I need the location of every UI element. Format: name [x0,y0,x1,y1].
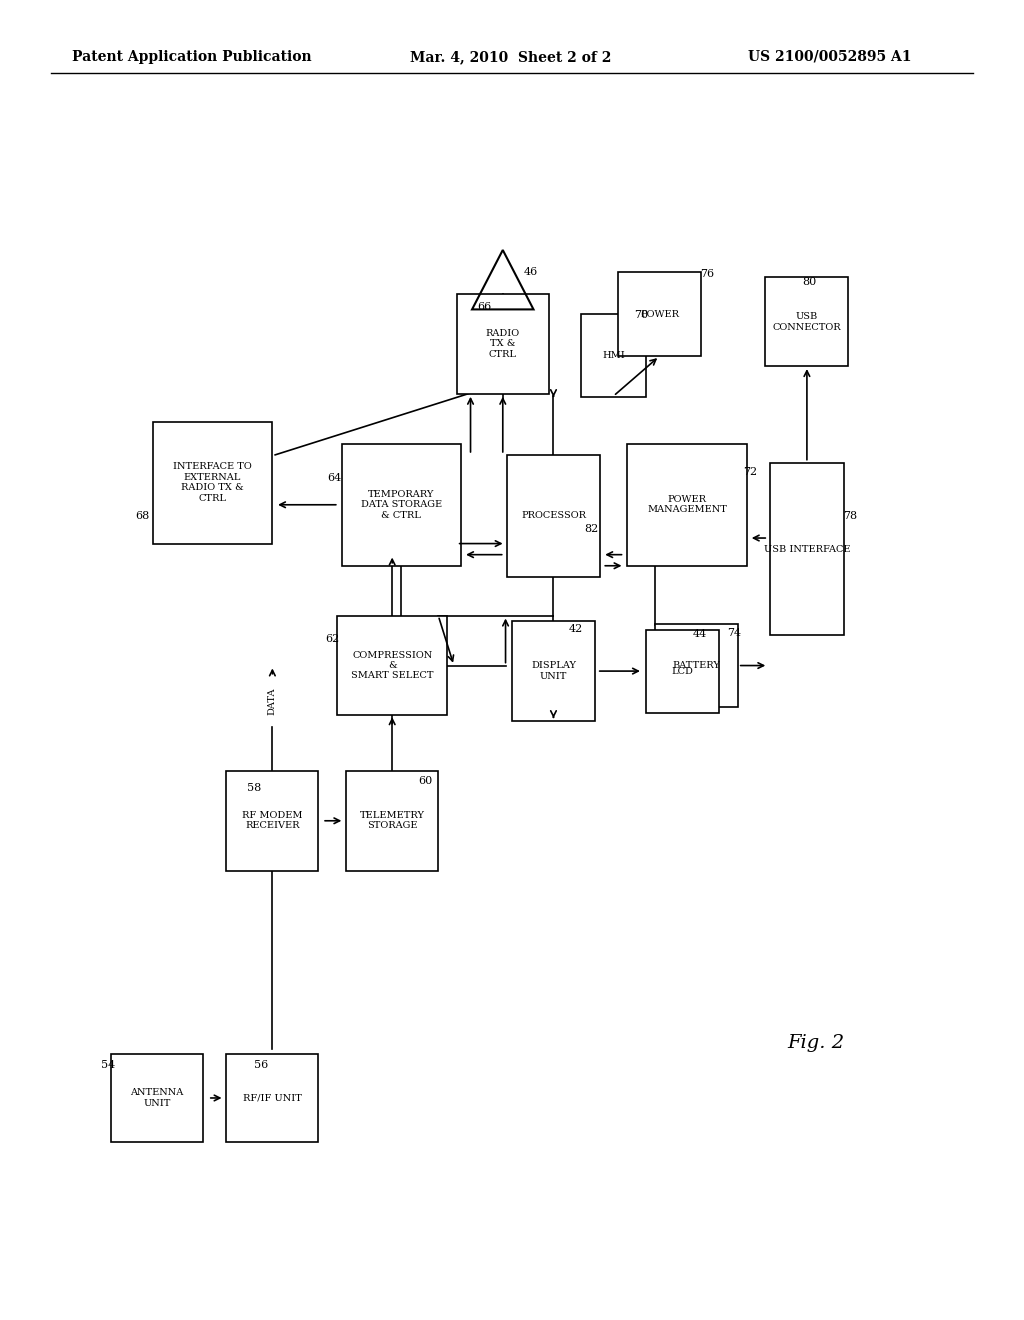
Text: HMI: HMI [602,351,625,359]
FancyBboxPatch shape [508,455,600,577]
FancyBboxPatch shape [346,771,438,871]
Text: 74: 74 [727,627,741,638]
Text: DISPLAY
UNIT: DISPLAY UNIT [531,661,575,681]
Text: 54: 54 [101,1060,115,1071]
Text: Mar. 4, 2010  Sheet 2 of 2: Mar. 4, 2010 Sheet 2 of 2 [410,50,611,63]
Text: 44: 44 [693,630,707,639]
Text: 80: 80 [802,277,816,288]
FancyBboxPatch shape [112,1053,203,1142]
Text: 72: 72 [743,467,758,477]
FancyBboxPatch shape [582,314,646,396]
FancyBboxPatch shape [770,463,844,635]
Text: US 2100/0052895 A1: US 2100/0052895 A1 [748,50,911,63]
Text: Fig. 2: Fig. 2 [787,1034,845,1052]
FancyBboxPatch shape [153,421,272,544]
Text: 68: 68 [135,511,150,520]
Text: 70: 70 [634,310,648,321]
Text: USB INTERFACE: USB INTERFACE [764,545,850,553]
Text: BATTERY: BATTERY [673,661,720,671]
Text: 58: 58 [247,783,261,793]
Text: Patent Application Publication: Patent Application Publication [72,50,311,63]
Text: 56: 56 [254,1060,268,1071]
Text: TEMPORARY
DATA STORAGE
& CTRL: TEMPORARY DATA STORAGE & CTRL [360,490,442,520]
FancyBboxPatch shape [646,630,720,713]
FancyBboxPatch shape [337,615,447,715]
Text: 66: 66 [477,302,492,312]
Text: 42: 42 [569,624,583,634]
Text: RF/IF UNIT: RF/IF UNIT [243,1093,302,1102]
Text: POWER
MANAGEMENT: POWER MANAGEMENT [647,495,727,515]
Text: 76: 76 [700,269,715,280]
Text: RF MODEM
RECEIVER: RF MODEM RECEIVER [242,810,303,830]
Text: LCD: LCD [672,667,693,676]
FancyBboxPatch shape [655,624,737,708]
Text: PROCESSOR: PROCESSOR [521,511,586,520]
FancyBboxPatch shape [342,444,461,566]
FancyBboxPatch shape [512,622,595,721]
Text: RADIO
TX &
CTRL: RADIO TX & CTRL [485,329,520,359]
Text: COMPRESSION
&
SMART SELECT: COMPRESSION & SMART SELECT [351,651,433,680]
Text: 82: 82 [585,524,598,535]
FancyBboxPatch shape [627,444,748,566]
Text: 78: 78 [843,511,857,521]
FancyBboxPatch shape [766,277,848,366]
Text: USB
CONNECTOR: USB CONNECTOR [772,312,842,331]
Text: 64: 64 [328,474,342,483]
Text: 46: 46 [523,267,538,277]
FancyBboxPatch shape [226,1053,318,1142]
Text: ANTENNA
UNIT: ANTENNA UNIT [130,1088,184,1107]
Text: 62: 62 [326,634,340,644]
FancyBboxPatch shape [226,771,318,871]
Text: TELEMETRY
STORAGE: TELEMETRY STORAGE [359,810,425,830]
Text: 60: 60 [418,776,432,787]
Text: INTERFACE TO
EXTERNAL
RADIO TX &
CTRL: INTERFACE TO EXTERNAL RADIO TX & CTRL [173,462,252,503]
Text: POWER: POWER [640,310,679,318]
Text: DATA: DATA [268,688,276,714]
FancyBboxPatch shape [618,272,701,355]
FancyBboxPatch shape [457,294,549,393]
